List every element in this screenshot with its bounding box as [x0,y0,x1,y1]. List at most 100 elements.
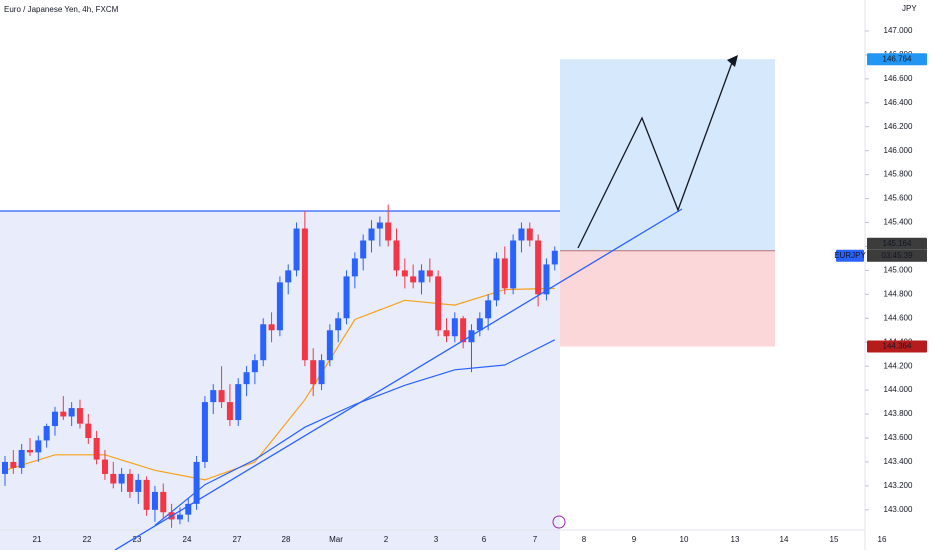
x-tick-label: 24 [183,535,192,544]
candle-body [126,473,133,492]
x-tick-label: Mar [329,535,343,544]
x-tick-label: 15 [830,535,839,544]
x-tick-label: 21 [33,535,42,544]
candle-body [176,514,183,520]
y-tick-label: 143.400 [884,457,913,466]
candle-body [93,438,100,460]
candle-body [368,228,375,241]
candle-body [26,449,33,453]
candle-body [410,276,417,283]
y-tick-label: 146.600 [884,74,913,83]
candle-body [351,258,358,277]
x-tick-label: 10 [680,535,689,544]
x-tick-label: 2 [384,535,389,544]
candle-body [476,318,483,331]
x-tick-label: 23 [133,535,142,544]
x-tick-label: 28 [282,535,291,544]
candle-body [260,324,267,361]
x-tick-label: 3 [434,535,439,544]
candle-body [10,461,17,468]
x-tick-label: 13 [731,535,740,544]
plot-area [0,59,775,550]
candle-body [276,282,283,331]
candle-body [460,318,467,343]
x-tick-label: 8 [582,535,587,544]
x-tick-label: 6 [482,535,487,544]
candle-body [426,270,433,277]
trend-line [114,208,683,551]
candle-body [268,324,275,331]
y-tick-label: 145.400 [884,218,913,227]
candle-body [51,411,58,427]
candle-body [310,360,317,385]
stop-label: 144.364 [883,342,912,351]
y-tick-label: 145.000 [884,266,913,275]
candle-body [101,459,108,474]
y-tick-label: 146.200 [884,122,913,131]
candle-body [501,258,508,289]
candle-body [76,408,83,424]
candle-body [251,360,258,373]
candle-body [235,384,242,421]
moving-average [154,339,556,526]
x-tick-label: 27 [233,535,242,544]
candle-body [518,228,525,241]
candle-body [285,270,292,283]
event-icon[interactable] [552,515,566,529]
candle-body [110,473,117,484]
stop-label-box [867,340,927,353]
arrow-head [727,55,738,67]
candle-body [43,426,50,441]
candle-body [218,390,225,403]
target-label: 146.764 [883,54,912,63]
x-tick-label: 16 [878,535,887,544]
candle-body [376,222,383,229]
candle-body [60,411,67,417]
y-tick-label: 147.000 [884,26,913,35]
candle-body [185,503,192,515]
currency: JPY [902,4,917,13]
countdown-box [867,249,927,262]
y-tick-label: 143.200 [884,481,913,490]
y-tick-label: 143.800 [884,409,913,418]
y-tick-label: 145.800 [884,170,913,179]
candle-body [135,479,142,492]
y-tick-label: 144.200 [884,361,913,370]
candle-body [318,360,325,385]
x-tick-label: 9 [632,535,637,544]
candle-body [493,258,500,301]
candle-body [335,318,342,331]
candle-body [526,228,533,241]
symbol-box [836,249,864,262]
candle-body [510,240,517,289]
candle-body [226,402,233,421]
chart-title: Euro / Japanese Yen, 4h, FXCM [4,5,119,14]
candle-body [543,264,550,295]
candle-body [535,240,542,295]
last-price-label: 145.164 [883,239,912,248]
candle-body [293,228,300,271]
candle-body [360,240,367,259]
y-tick-label: 143.000 [884,505,913,514]
target-zone [560,59,775,251]
candle-body [210,390,217,403]
candle-body [551,250,558,265]
candle-body [85,423,92,439]
candle-body [326,330,333,361]
candle-body [151,491,158,510]
x-tick-label: 7 [533,535,538,544]
candle-body [201,402,208,462]
candle-body [385,222,392,241]
y-tick-label: 146.000 [884,146,913,155]
last-price-label-box [867,237,927,250]
y-tick-label: 145.600 [884,194,913,203]
candle-body [343,276,350,319]
y-tick-label: 144.600 [884,313,913,322]
y-tick-label: 144.800 [884,289,913,298]
candle-body [68,408,75,417]
candle-body [443,330,450,337]
y-tick-label: 144.000 [884,385,913,394]
candle-body [485,300,492,319]
candle-body [301,228,308,361]
